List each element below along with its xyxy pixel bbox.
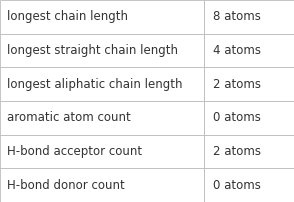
Text: 4 atoms: 4 atoms — [213, 44, 261, 57]
Bar — [0, 168, 204, 202]
Bar — [204, 0, 294, 34]
Bar — [0, 101, 204, 135]
Text: 0 atoms: 0 atoms — [213, 179, 261, 192]
Bar — [0, 34, 204, 67]
Text: aromatic atom count: aromatic atom count — [7, 111, 131, 124]
Text: longest aliphatic chain length: longest aliphatic chain length — [7, 78, 183, 91]
Text: H-bond acceptor count: H-bond acceptor count — [7, 145, 143, 158]
Text: 0 atoms: 0 atoms — [213, 111, 261, 124]
Text: 8 atoms: 8 atoms — [213, 10, 261, 23]
Text: H-bond donor count: H-bond donor count — [7, 179, 125, 192]
Bar — [204, 168, 294, 202]
Text: 2 atoms: 2 atoms — [213, 78, 261, 91]
Text: longest chain length: longest chain length — [7, 10, 128, 23]
Bar — [204, 67, 294, 101]
Bar — [204, 101, 294, 135]
Bar — [204, 135, 294, 168]
Bar — [0, 67, 204, 101]
Bar — [204, 34, 294, 67]
Text: 2 atoms: 2 atoms — [213, 145, 261, 158]
Text: longest straight chain length: longest straight chain length — [7, 44, 178, 57]
Bar — [0, 0, 204, 34]
Bar — [0, 135, 204, 168]
